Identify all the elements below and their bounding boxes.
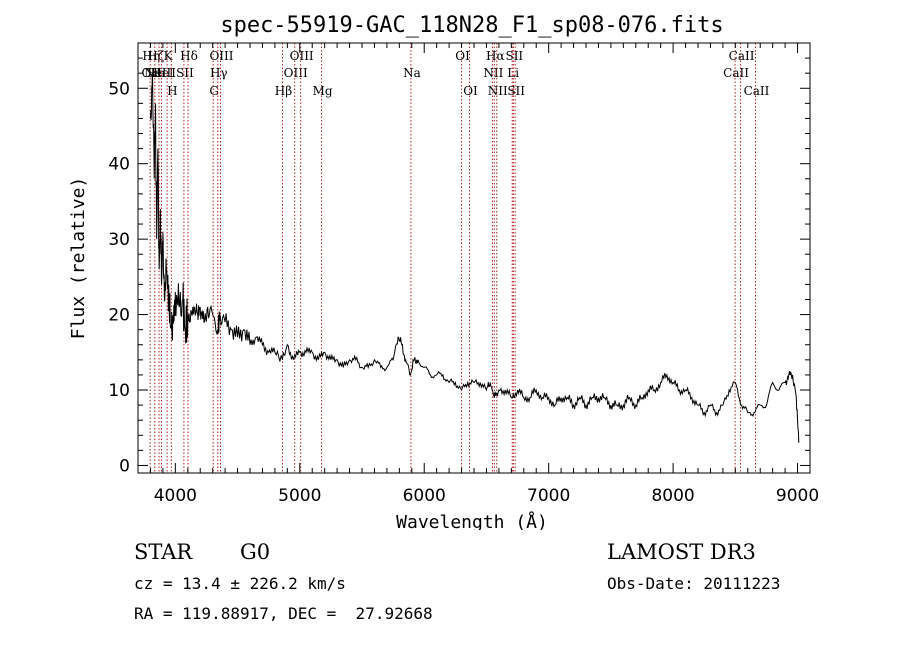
x-tick-label: 5000 <box>278 486 321 506</box>
chart-title: spec-55919-GAC_118N28_F1_sp08-076.fits <box>220 13 723 38</box>
spectral-line-label: HeI <box>151 66 174 80</box>
spectral-line-label: OI <box>463 84 478 98</box>
spectral-line-label: Hη <box>142 49 160 63</box>
spectral-line-label: SII <box>505 49 523 63</box>
spectral-line-label: Hα <box>486 49 505 63</box>
flux-layer <box>149 73 800 443</box>
spectral-line-label: OI <box>455 49 470 63</box>
coordinates-readout: RA = 119.88917, DEC = 27.92668 <box>134 604 433 623</box>
x-tick-label: 8000 <box>651 486 694 506</box>
object-class: STAR <box>134 540 193 564</box>
spectral-line-label: SII <box>507 84 525 98</box>
spectral-line-label: CaII <box>744 84 770 98</box>
x-axis-label: Wavelength (Å) <box>396 511 548 530</box>
spectral-line-label: OII <box>142 66 162 80</box>
spectral-line-label: OIII <box>209 49 233 63</box>
spectral-line-label: Na <box>403 66 421 80</box>
spectral-line-label: CaII <box>723 66 749 80</box>
redshift-readout: cz = 13.4 ± 226.2 km/s <box>134 574 346 593</box>
spectral-line-label: Hβ <box>275 84 292 98</box>
y-axis-label: Flux (relative) <box>68 177 89 340</box>
y-tick-label: 20 <box>108 306 130 326</box>
spectral-line-label: Hζ <box>147 49 164 63</box>
spectral-line-label: H <box>167 84 177 98</box>
x-tick-label: 4000 <box>154 486 197 506</box>
x-tick-label: 9000 <box>776 486 819 506</box>
plot-frame <box>137 42 811 474</box>
y-axis: 0 10 20 30 40 50 <box>108 57 810 476</box>
y-tick-label: 50 <box>108 79 130 99</box>
spectral-line-label: Mg <box>313 84 333 98</box>
spectral-line-label: NII <box>488 84 508 98</box>
survey-name: LAMOST DR3 <box>607 540 756 564</box>
spectrum-chart: spec-55919-GAC_118N28_F1_sp08-076.fits H… <box>68 13 819 530</box>
spectral-line-label: OIII <box>284 66 308 80</box>
obs-date: Obs-Date: 20111223 <box>607 574 781 593</box>
spectral-line-label: Hε <box>147 66 164 80</box>
spectral-line-label: Li <box>507 66 519 80</box>
y-tick-label: 0 <box>119 456 130 476</box>
spectral-line-label: CaII <box>729 49 755 63</box>
spectral-line-label: K <box>164 49 174 63</box>
spectral-line-label: G <box>209 84 219 98</box>
y-tick-label: 30 <box>108 230 130 250</box>
x-axis: 4000 5000 6000 7000 8000 9000 <box>137 43 819 506</box>
spectral-line-label: NII <box>483 66 503 80</box>
spectral-line-label: Hγ <box>210 66 228 80</box>
spectral-lines-layer: HηOIIHζHεNeIIIHeIKHSIIHδGHγOIIIHβOIIIOII… <box>142 43 770 473</box>
x-tick-label: 7000 <box>527 486 570 506</box>
y-tick-label: 40 <box>108 155 130 175</box>
flux-series-line <box>149 73 800 443</box>
object-subclass: G0 <box>240 540 271 564</box>
spectral-line-label: OIII <box>290 49 314 63</box>
spectral-line-label: Hδ <box>180 49 198 63</box>
y-tick-label: 10 <box>108 381 130 401</box>
x-tick-label: 6000 <box>403 486 446 506</box>
spectral-line-label: SII <box>176 66 194 80</box>
